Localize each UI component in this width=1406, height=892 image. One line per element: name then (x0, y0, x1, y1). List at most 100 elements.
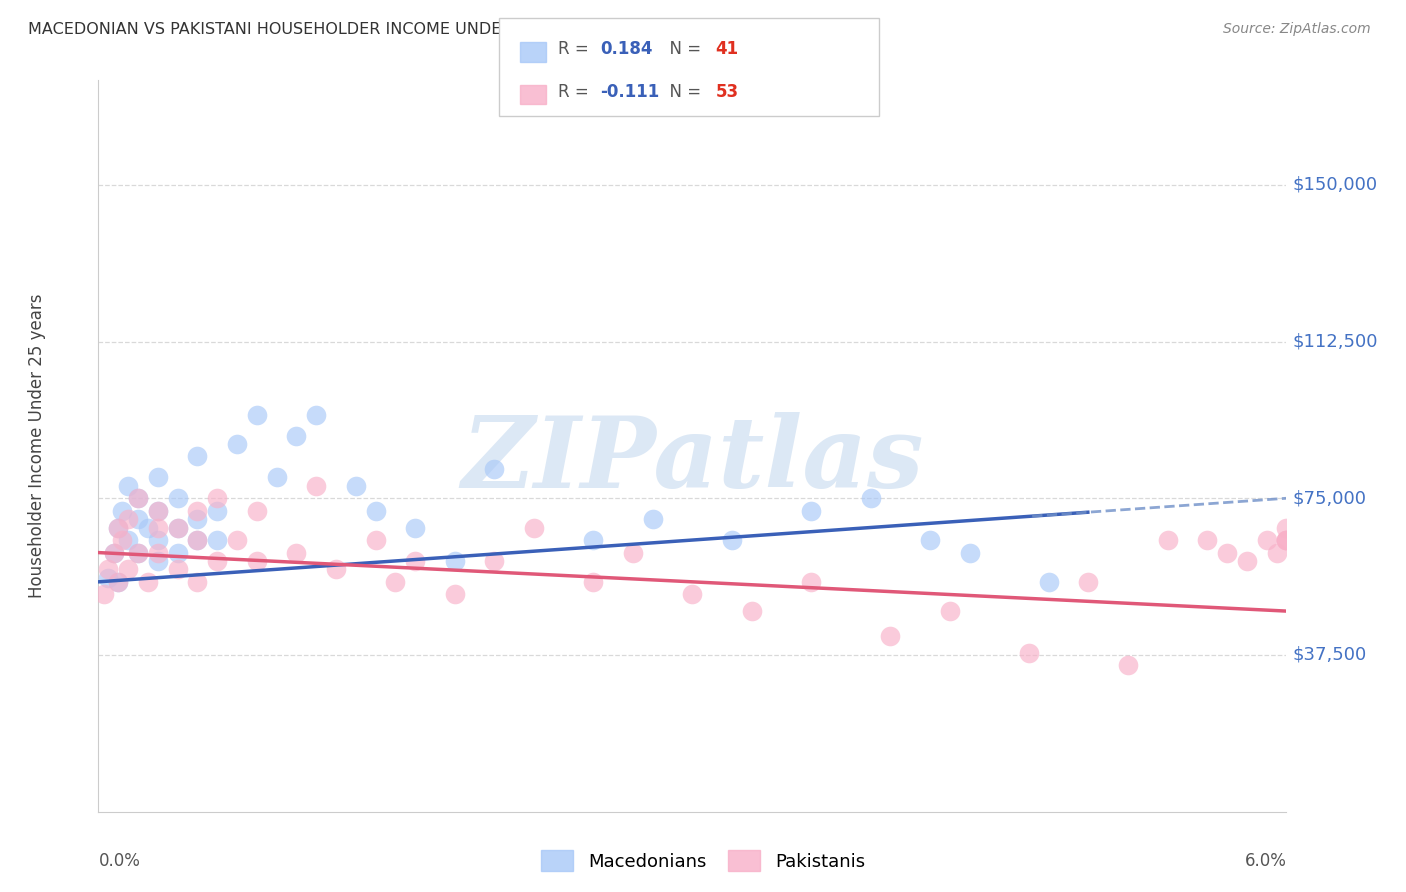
Text: R =: R = (558, 40, 595, 58)
Point (186, 450, 208, 464)
Point (1275, 533, 1298, 547)
Point (959, 545, 981, 559)
Point (146, 545, 169, 559)
Point (166, 545, 188, 559)
Text: $37,500: $37,500 (1292, 646, 1367, 664)
Text: N =: N = (659, 83, 707, 101)
Point (246, 554, 269, 568)
Point (444, 587, 467, 601)
Point (879, 629, 901, 643)
Point (226, 437, 249, 451)
Point (107, 574, 129, 589)
Point (107, 574, 129, 589)
Point (285, 545, 308, 559)
Point (146, 554, 169, 568)
Point (186, 533, 208, 547)
Point (939, 604, 962, 618)
Point (1197, 533, 1219, 547)
Point (444, 554, 467, 568)
Point (523, 520, 546, 534)
Point (800, 504, 823, 518)
Text: $112,500: $112,500 (1292, 333, 1378, 351)
Point (166, 520, 188, 534)
Point (103, 545, 125, 559)
Point (800, 574, 823, 589)
Point (117, 512, 139, 526)
Point (1018, 646, 1040, 660)
Point (484, 462, 506, 476)
Point (920, 533, 942, 547)
Text: Householder Income Under 25 years: Householder Income Under 25 years (28, 293, 45, 599)
Text: -0.111: -0.111 (600, 83, 659, 101)
Point (1275, 533, 1298, 547)
Text: 0.0%: 0.0% (98, 852, 141, 870)
Text: $150,000: $150,000 (1292, 176, 1378, 194)
Point (127, 545, 149, 559)
Point (1216, 545, 1239, 559)
Point (641, 512, 664, 526)
Text: $75,000: $75,000 (1292, 489, 1367, 508)
Point (186, 574, 208, 589)
Point (344, 479, 367, 493)
Point (1116, 658, 1139, 673)
Point (111, 504, 134, 518)
Point (859, 491, 882, 506)
Point (266, 470, 288, 484)
Point (207, 554, 229, 568)
Point (721, 533, 744, 547)
Point (127, 491, 149, 506)
Point (127, 545, 149, 559)
Point (246, 408, 269, 422)
Point (1256, 533, 1278, 547)
Point (97, 562, 120, 576)
Point (1077, 574, 1099, 589)
Point (246, 504, 269, 518)
Point (166, 491, 188, 506)
Text: 53: 53 (716, 83, 738, 101)
Point (146, 533, 169, 547)
Point (186, 512, 208, 526)
Point (166, 520, 188, 534)
Point (146, 470, 169, 484)
Point (285, 428, 308, 442)
Point (117, 562, 139, 576)
Point (136, 574, 159, 589)
Point (136, 520, 159, 534)
Text: R =: R = (558, 83, 595, 101)
Point (226, 533, 249, 547)
Point (97, 571, 120, 585)
Point (207, 533, 229, 547)
Point (103, 545, 125, 559)
Point (93, 587, 115, 601)
Point (305, 479, 328, 493)
Text: ZIPatlas: ZIPatlas (461, 412, 924, 508)
Point (364, 504, 387, 518)
Point (305, 408, 328, 422)
Text: MACEDONIAN VS PAKISTANI HOUSEHOLDER INCOME UNDER 25 YEARS CORRELATION CHART: MACEDONIAN VS PAKISTANI HOUSEHOLDER INCO… (28, 22, 773, 37)
Point (384, 574, 406, 589)
Point (621, 545, 644, 559)
Text: N =: N = (659, 40, 707, 58)
Point (404, 554, 426, 568)
Text: Source: ZipAtlas.com: Source: ZipAtlas.com (1223, 22, 1371, 37)
Point (146, 504, 169, 518)
Point (127, 512, 149, 526)
Point (207, 491, 229, 506)
Point (186, 533, 208, 547)
Point (117, 533, 139, 547)
Point (484, 554, 506, 568)
Point (741, 604, 763, 618)
Point (1265, 545, 1288, 559)
Point (364, 533, 387, 547)
Point (166, 562, 188, 576)
Point (1275, 533, 1298, 547)
Point (207, 504, 229, 518)
Point (1038, 574, 1060, 589)
Point (582, 574, 605, 589)
Point (107, 520, 129, 534)
Text: 41: 41 (716, 40, 738, 58)
Text: 0.184: 0.184 (600, 40, 652, 58)
Point (1275, 520, 1298, 534)
Point (107, 520, 129, 534)
Point (582, 533, 605, 547)
